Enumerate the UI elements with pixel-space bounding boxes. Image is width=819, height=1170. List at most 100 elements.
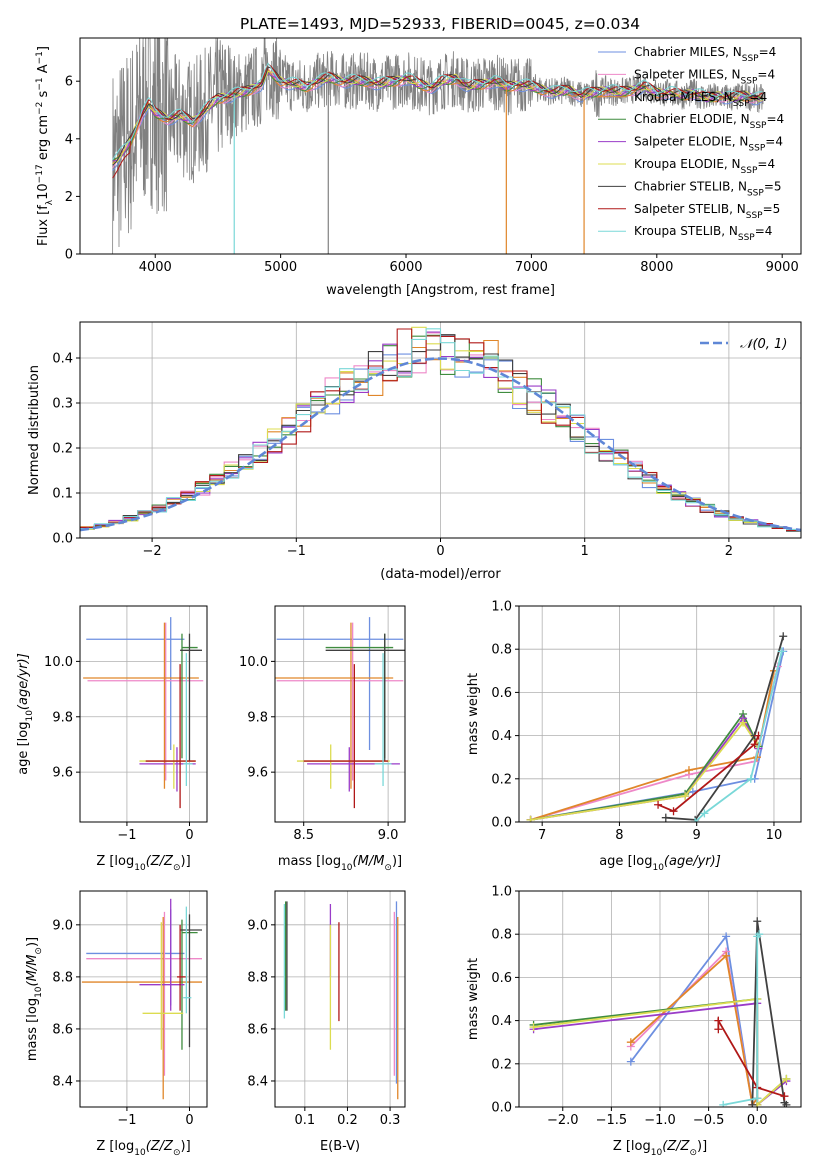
- label-part: )]: [697, 1139, 707, 1154]
- plot-area: [526, 632, 788, 822]
- weight-series-line: [751, 921, 788, 1106]
- errorbar-point: [86, 617, 185, 750]
- label-part: 10: [651, 1148, 663, 1158]
- axes-frame: −1 09.69.810.0Z [log10(Z/Z⊙)]age [log10(a…: [16, 605, 208, 873]
- y-tick-label: 1.0: [491, 600, 512, 615]
- legend-entry: Salpeter ELODIE, NSSP=4: [634, 135, 783, 154]
- label-part: (Z/Z: [146, 1139, 174, 1154]
- x-axis-label: Z [log10(Z/Z⊙)]: [613, 1139, 707, 1158]
- x-tick-label: 8: [615, 828, 623, 843]
- weight-point-marker: [700, 809, 709, 818]
- plot-area: [81, 898, 202, 1100]
- axes-frame: 8.5 9.0 9.6 9.8 10.0 mass [log10(M/M⊙)]: [239, 605, 406, 873]
- x-tick-label: 9.0: [378, 828, 399, 843]
- weight-series-line: [530, 721, 758, 821]
- weight-point-marker: [777, 647, 786, 656]
- x-axis-label: E(B-V): [320, 1139, 360, 1154]
- axes-residuals: −2 −1 0 1 2 0.0 0.1 0.2 0.3 0.4 𝒩(0, 1) (data-model…: [27, 321, 802, 582]
- label-part: =4: [759, 45, 777, 59]
- axes-age-vs-mass: 8.5 9.0 9.6 9.8 10.0 mass [log10(M/M⊙)]: [239, 605, 406, 873]
- y-tick-label: 0.6: [491, 971, 512, 986]
- errorbar-point: [176, 924, 187, 1011]
- y-tick-label: 8.6: [52, 1022, 73, 1037]
- y-axis-label: mass [log10(M/M⊙)]: [25, 937, 44, 1061]
- x-tick-label: −2: [143, 544, 162, 559]
- label-part: SSP: [742, 54, 759, 64]
- x-axis-label: wavelength [Angstrom, rest frame]: [326, 283, 555, 298]
- weight-point-marker: [669, 807, 678, 816]
- y-tick-label: 0.2: [491, 772, 512, 787]
- label-part: ⊙: [173, 1148, 181, 1158]
- x-tick-label: 2: [725, 544, 733, 559]
- residual-histogram-step: [80, 328, 801, 531]
- weight-point-marker: [750, 740, 759, 749]
- label-part: 10: [134, 863, 146, 873]
- weight-point-marker: [782, 1074, 791, 1083]
- model-spectrum-line: [112, 66, 763, 166]
- label-part: λ: [45, 199, 55, 205]
- label-part: mass [log: [25, 998, 40, 1061]
- label-part: SSP: [748, 144, 765, 154]
- legend-entry: Chabrier MILES, NSSP=4: [634, 45, 776, 64]
- weight-point-marker: [626, 1038, 635, 1047]
- weight-point-marker: [681, 792, 690, 801]
- x-axis-label: mass [log10(M/M⊙)]: [278, 854, 402, 873]
- y-axis-label: age [log10(age/yr)]: [16, 653, 35, 775]
- y-tick-label: 0.4: [52, 352, 73, 367]
- label-part: (M/M: [25, 955, 40, 987]
- axes-spine: [274, 605, 406, 823]
- x-tick-label: −1: [117, 828, 136, 843]
- errorbar-point: [374, 653, 392, 786]
- label-part: =4: [765, 135, 783, 149]
- label-part: Z [log: [613, 1139, 651, 1154]
- x-tick-label: 8000: [640, 260, 673, 275]
- label-part: =4: [750, 90, 768, 104]
- label-part: )]: [25, 937, 40, 947]
- y-tick-label: 9.0: [247, 918, 268, 933]
- weight-point-marker: [654, 800, 663, 809]
- weight-point-marker: [714, 1025, 723, 1034]
- axes-frame: −2.0 −1.5 −1.0 −0.5 0.0 0.0 0.2 0.4 0.6 0.8 1.0 Z […: [466, 885, 802, 1158]
- label-part: =4: [757, 67, 775, 81]
- label-part: 10: [652, 863, 664, 873]
- weight-series-line: [723, 933, 760, 1106]
- label-part: Kroupa STELIB, N: [634, 224, 738, 238]
- label-part: −1: [35, 77, 45, 90]
- y-axis-label: Normed distribution: [27, 365, 42, 495]
- axes-spine: [79, 605, 208, 823]
- label-part: 10: [134, 1148, 146, 1158]
- errorbar-point: [276, 622, 404, 781]
- residual-legend: 𝒩(0, 1): [700, 337, 787, 352]
- x-axis-label: Z [log10(Z/Z⊙)]: [96, 854, 190, 873]
- x-tick-label: 8.5: [293, 828, 314, 843]
- label-part: Salpeter STELIB, N: [634, 202, 746, 216]
- label-part: (Z/Z: [146, 854, 174, 869]
- label-part: −1: [35, 51, 45, 64]
- errorbar-point: [276, 617, 404, 750]
- errorbar-point: [325, 633, 405, 762]
- y-tick-label: 0.2: [491, 1057, 512, 1072]
- label-part: 10: [34, 986, 44, 998]
- weight-point-marker: [739, 718, 748, 727]
- x-tick-label: −2.0: [547, 1113, 579, 1128]
- label-part: =4: [757, 157, 775, 171]
- x-tick-label: 9: [693, 828, 701, 843]
- errorbar-point: [303, 664, 389, 809]
- label-part: age [log: [16, 722, 31, 775]
- label-part: ⊙: [689, 1148, 697, 1158]
- x-tick-label: 6000: [389, 260, 422, 275]
- errorbar-point: [307, 747, 400, 792]
- y-tick-label: 0.8: [491, 643, 512, 658]
- label-part: −2: [35, 102, 45, 115]
- label-part: (Z/Z: [662, 1139, 690, 1154]
- y-axis-label: mass weight: [466, 673, 481, 755]
- label-part: 10: [25, 710, 35, 722]
- weight-series-line: [530, 712, 760, 821]
- plot-area: [529, 917, 791, 1107]
- y-tick-label: 8.4: [52, 1074, 73, 1089]
- x-tick-label: −1: [117, 1113, 136, 1128]
- x-tick-label: 10: [766, 828, 783, 843]
- errorbar-point: [139, 744, 196, 789]
- plot-area: [112, 38, 764, 254]
